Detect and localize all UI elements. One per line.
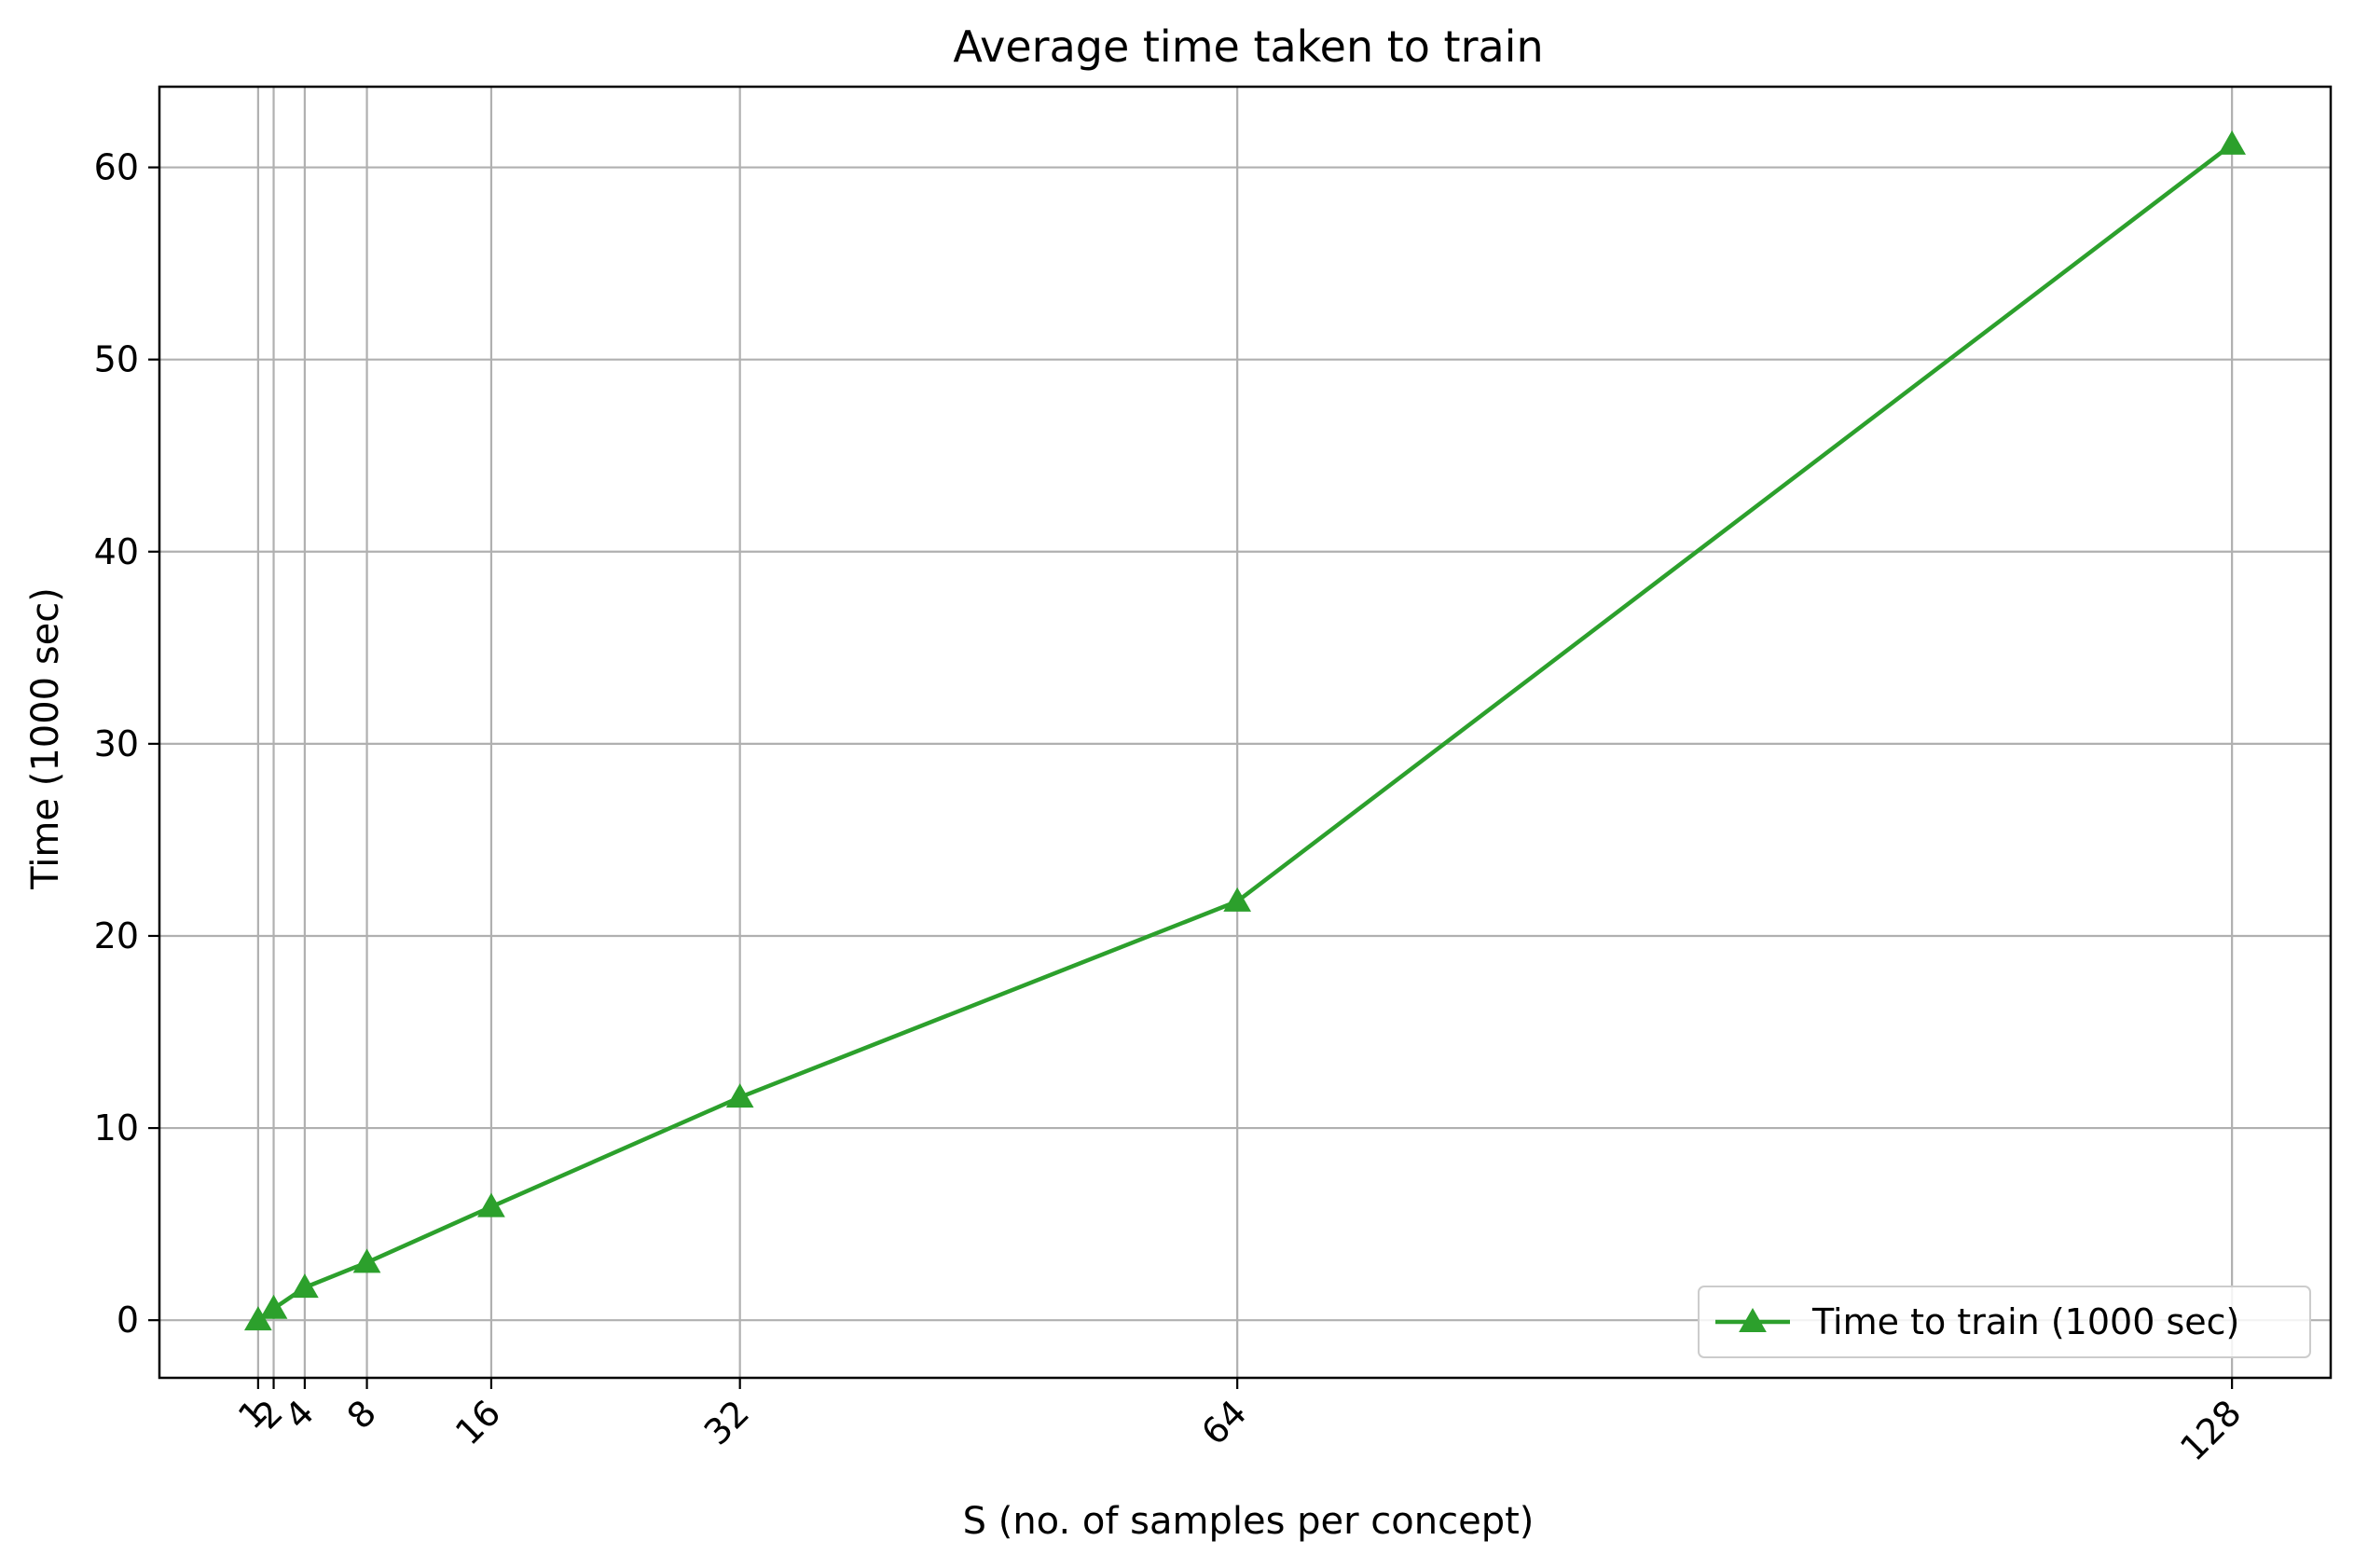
plot-area [159, 87, 2331, 1378]
data-point [477, 1192, 505, 1217]
plot-frame [158, 85, 2333, 1380]
y-tick-label: 60 [94, 147, 139, 188]
y-tick-label: 20 [94, 915, 139, 956]
x-axis-label: S (no. of samples per concept) [963, 1500, 1535, 1543]
y-tick-label: 0 [117, 1300, 139, 1341]
grid-lines [159, 87, 2331, 1378]
y-tick-label: 30 [94, 723, 139, 764]
y-tick-label: 50 [94, 339, 139, 380]
legend-box [1698, 1286, 2311, 1358]
data-point [291, 1273, 319, 1299]
y-axis: 0 10 20 30 40 50 60 [94, 147, 159, 1341]
data-point [259, 1294, 288, 1319]
data-point [725, 1083, 754, 1108]
data-point [352, 1248, 381, 1273]
y-tick-label: 40 [94, 531, 139, 572]
legend: Time to train (1000 sec) [1698, 1286, 2311, 1358]
data-point [1223, 887, 1252, 912]
y-axis-label: Time (1000 sec) [24, 587, 67, 890]
legend-marker [1739, 1307, 1767, 1332]
data-point [2218, 130, 2246, 155]
y-tick-label: 10 [94, 1107, 139, 1148]
chart-title: Average time taken to train [953, 21, 1543, 72]
series-layer [244, 130, 2246, 1331]
legend-label: Time to train (1000 sec) [1811, 1301, 2239, 1342]
